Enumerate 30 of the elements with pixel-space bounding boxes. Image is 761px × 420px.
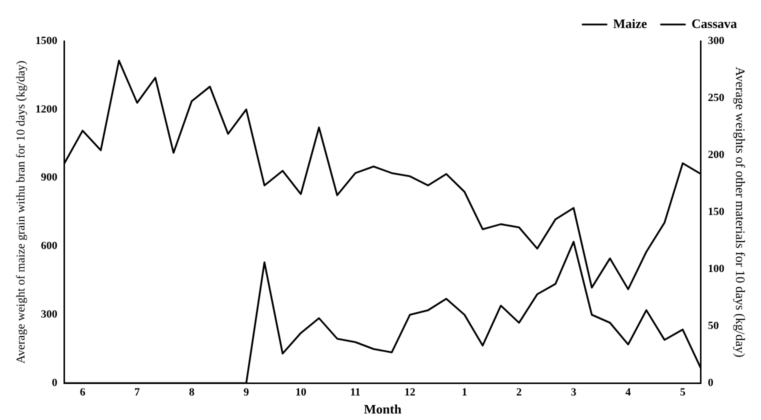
y-tick-label: 300 <box>40 308 58 321</box>
y-tick-label: 1200 <box>35 103 58 116</box>
y2-tick-label: 50 <box>708 320 720 332</box>
x-tick-label: 3 <box>570 386 577 399</box>
x-tick-label: 12 <box>404 386 416 399</box>
y2-tick-label: 100 <box>708 262 725 275</box>
x-tick-label: 11 <box>350 386 361 399</box>
x-tick-label: 5 <box>680 386 686 399</box>
y-axis-title: Average weight of maize grain withu bran for 10 days (kg/day) <box>13 60 28 364</box>
x-tick-label: 4 <box>625 386 632 399</box>
y2-tick-label: 150 <box>708 206 725 218</box>
x-tick-label: 8 <box>188 386 195 399</box>
x-axis-title: Month <box>364 402 402 417</box>
x-tick-label: 6 <box>80 386 86 399</box>
y-tick-label: 900 <box>40 172 58 184</box>
y-tick-label: 0 <box>52 377 58 390</box>
y2-tick-label: 300 <box>708 34 725 47</box>
y2-tick-label: 200 <box>708 148 725 161</box>
x-tick-label: 10 <box>295 386 307 399</box>
x-tick-label: 1 <box>462 386 468 399</box>
legend-label: Maize <box>613 16 648 31</box>
y-tick-label: 600 <box>40 240 58 252</box>
x-tick-label: 2 <box>516 386 522 399</box>
y2-axis-title: Average weights of other materials for 10 days (kg/day) <box>732 66 748 358</box>
y2-tick-label: 250 <box>708 92 725 104</box>
x-tick-label: 7 <box>134 386 140 399</box>
x-tick-label: 9 <box>244 386 250 399</box>
y-tick-label: 1500 <box>35 34 58 47</box>
legend-label: Cassava <box>691 16 738 31</box>
y2-tick-label: 0 <box>708 377 714 390</box>
